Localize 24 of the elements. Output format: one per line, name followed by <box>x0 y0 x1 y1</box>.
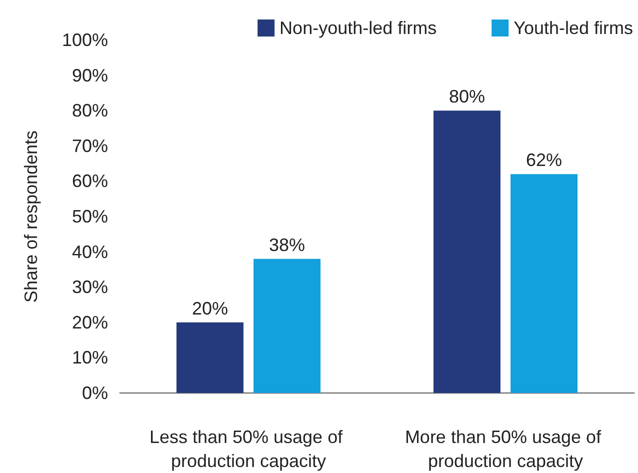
data-label: 62% <box>526 150 562 170</box>
y-tick-label: 0% <box>82 383 108 403</box>
y-tick-label: 60% <box>72 171 108 192</box>
x-tick-label: Less than 50% usage of production capacity <box>149 427 348 471</box>
legend-label: Youth-led firms <box>514 18 633 38</box>
bar <box>433 110 500 393</box>
y-tick-label: 30% <box>72 277 108 298</box>
y-tick-label: 90% <box>72 65 108 86</box>
bar <box>176 322 244 393</box>
bar <box>510 174 578 393</box>
legend-label: Non-youth-led firms <box>280 18 437 38</box>
y-axis-title: Share of respondents <box>21 130 41 303</box>
y-tick-label: 70% <box>72 136 108 156</box>
y-tick-label: 80% <box>72 100 108 121</box>
data-label: 80% <box>448 86 485 107</box>
bar <box>254 258 321 393</box>
y-tick-label: 10% <box>72 348 108 368</box>
y-tick-label: 40% <box>72 242 108 262</box>
data-label: 20% <box>192 298 228 318</box>
data-label: 38% <box>269 234 306 255</box>
y-tick-label: 20% <box>72 312 108 332</box>
x-tick-label: More than 50% usage of production capacity <box>404 427 606 471</box>
y-tick-label: 100% <box>62 30 108 50</box>
y-tick-label: 50% <box>72 206 108 226</box>
